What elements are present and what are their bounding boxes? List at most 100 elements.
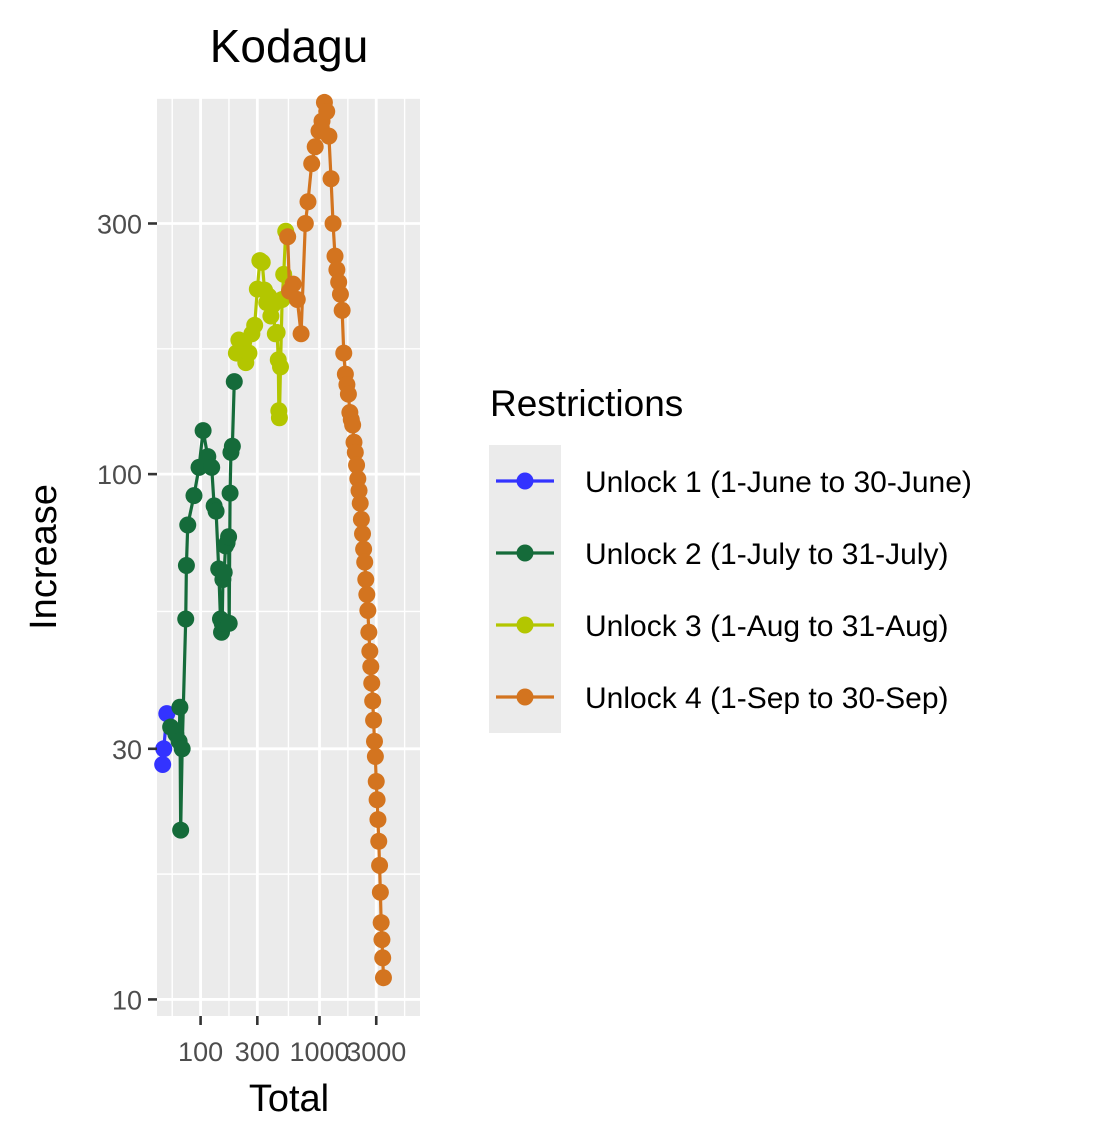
data-point [350,482,368,500]
data-point [155,740,173,758]
data-point [322,170,340,188]
data-point [369,811,387,829]
data-point [370,832,388,850]
data-point [172,821,190,839]
data-point [339,385,357,403]
legend-key-point [516,688,534,706]
x-tick-label: 1000 [289,1037,349,1067]
legend-label: Unlock 1 (1-June to 30-June) [585,466,972,499]
series-layer [154,93,392,987]
data-point [346,443,364,461]
data-point [360,623,378,641]
data-point [373,931,391,949]
data-point [203,458,221,476]
data-point [177,556,195,574]
legend-key-background [489,445,561,733]
series-4 [279,93,392,987]
data-point [279,228,297,246]
legend-key-point [516,472,534,490]
legend-item-4: Unlock 4 (1-Sep to 30-Sep) [496,682,949,715]
data-point [335,344,353,362]
data-point [364,692,382,710]
legend-item-1: Unlock 1 (1-June to 30-June) [496,466,972,499]
data-point [368,791,386,809]
data-point [344,416,362,434]
y-tick-label: 10 [112,985,142,1015]
legend: Restrictions Unlock 1 (1-June to 30-June… [489,383,972,733]
x-tick-label: 300 [235,1037,280,1067]
data-point [358,586,376,604]
data-point [221,484,239,502]
data-point [299,193,317,211]
legend-label: Unlock 3 (1-Aug to 31-Aug) [585,610,949,643]
data-point [356,553,374,571]
data-point [363,674,381,692]
data-point [246,316,264,334]
legend-label: Unlock 2 (1-July to 31-July) [585,538,948,571]
data-point [352,510,370,528]
data-point [158,705,176,723]
x-axis-title: Total [249,1078,329,1120]
data-point [365,711,383,729]
data-point [374,969,392,987]
data-point [333,301,351,319]
y-tick-label: 300 [97,209,142,239]
data-point [284,275,302,293]
legend-key-point [516,544,534,562]
data-point [215,563,233,581]
legend-item-2: Unlock 2 (1-July to 31-July) [496,538,948,571]
y-axis: 10 30 100 300 [97,209,157,1015]
chart-title: Kodagu [210,20,369,72]
legend-label: Unlock 4 (1-Sep to 30-Sep) [585,682,949,715]
x-tick-label: 100 [178,1037,223,1067]
series-1 [154,705,176,774]
data-point [366,748,384,766]
series-3 [227,222,295,427]
data-point [348,456,366,474]
data-point [272,358,290,376]
data-point [173,740,191,758]
data-point [240,344,258,362]
data-point [292,325,310,343]
data-point [365,732,383,750]
data-point [268,324,286,342]
data-point [371,856,389,874]
data-point [371,883,389,901]
data-point [194,422,212,440]
y-tick-label: 100 [97,460,142,490]
data-point [351,494,369,512]
data-point [331,285,349,303]
data-point [367,772,385,790]
data-point [223,437,241,455]
data-point [318,103,336,121]
data-point [253,253,271,271]
data-point [355,540,373,558]
legend-item-3: Unlock 3 (1-Aug to 31-Aug) [496,610,949,643]
series-2 [162,373,243,839]
data-point [171,698,189,716]
data-point [320,127,338,145]
data-point [324,214,342,232]
data-point [361,642,379,660]
data-point [306,138,324,156]
data-point [220,528,238,546]
data-point [328,261,346,279]
data-point [303,155,321,173]
data-point [326,247,344,265]
legend-key-point [516,616,534,634]
data-point [179,516,197,534]
data-point [288,290,306,308]
data-point [359,602,377,620]
data-point [374,949,392,967]
y-axis-title: Increase [23,484,65,630]
data-point [154,756,172,774]
y-tick-label: 30 [112,735,142,765]
data-point [185,487,203,505]
data-point [362,658,380,676]
legend-title: Restrictions [490,383,683,424]
data-point [270,409,288,427]
data-point [207,502,225,520]
data-point [372,914,390,932]
